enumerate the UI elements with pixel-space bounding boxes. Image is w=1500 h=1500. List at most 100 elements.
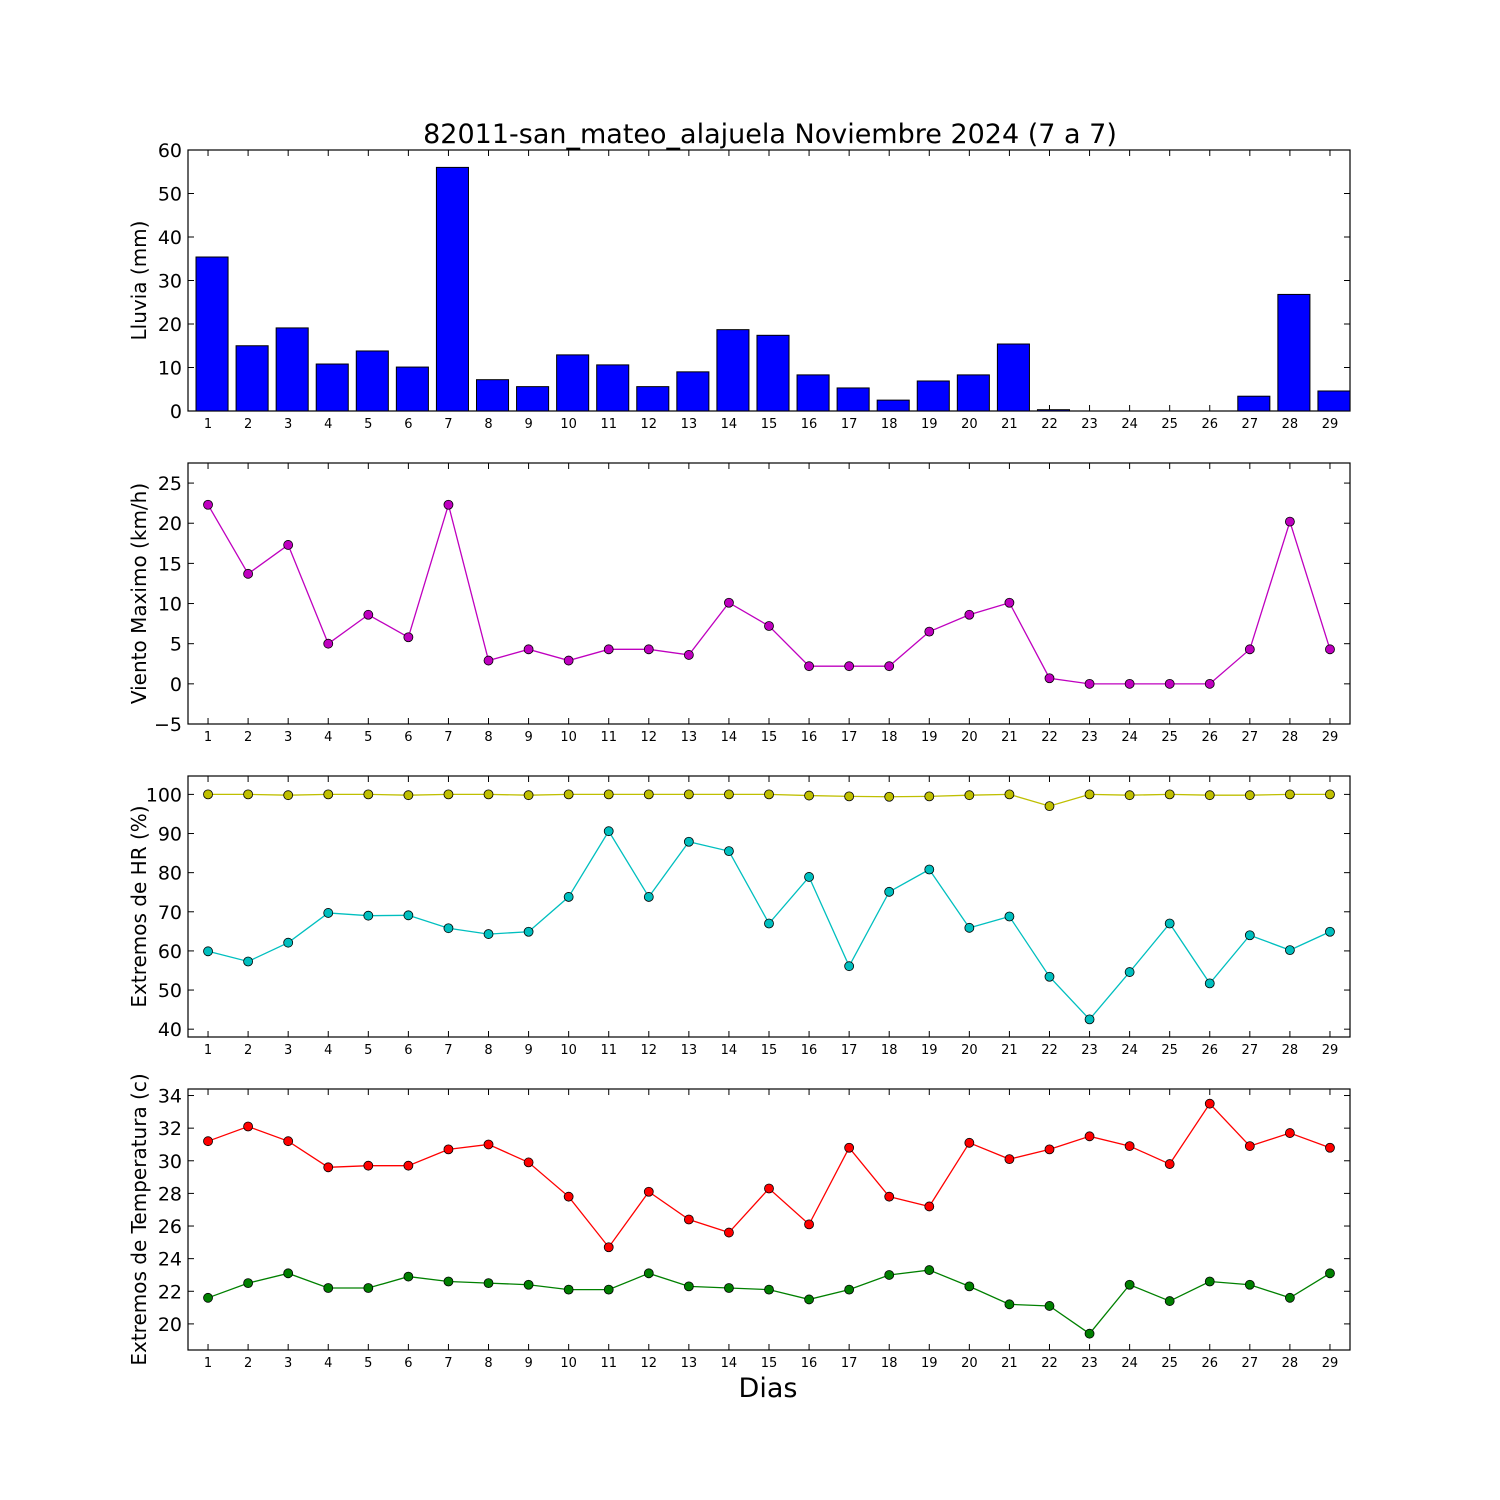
temperature-data-point [683,1281,694,1292]
temperature-xtick-label: 21 [1001,1356,1018,1371]
humidity-xtick-label: 26 [1201,1043,1218,1058]
wind-data-point [844,661,855,672]
humidity-data-point [523,926,534,937]
humidity-xtick-label: 9 [524,1043,532,1058]
temperature-xtick-label: 22 [1041,1356,1058,1371]
temperature-data-point [1164,1296,1175,1306]
wind-xtick-label: 14 [721,730,738,745]
temperature-data-point [523,1279,534,1290]
wind-xtick-label: 24 [1121,730,1138,745]
humidity-xtick-label: 8 [484,1043,492,1058]
humidity-data-point [964,790,975,801]
temperature-ytick-label: 24 [158,1249,182,1271]
wind-data-point [724,597,734,608]
humidity-y-axis-label: Extremos de HR (%) [127,805,151,1007]
temperature-xtick-label: 4 [324,1356,332,1371]
wind-ytick-label: 0 [170,674,182,696]
rain-xtick-label: 3 [284,417,292,432]
rain-bar [876,399,910,412]
rain-ytick-label: 10 [158,358,182,380]
humidity-data-point [403,910,414,921]
temperature-data-point [1124,1141,1135,1151]
temperature-data-point [403,1271,414,1282]
rain-xtick-label: 6 [404,417,412,432]
humidity-data-point [1284,789,1295,800]
rain-ytick-label: 20 [158,314,182,336]
humidity-xtick-label: 23 [1081,1043,1098,1058]
temperature-data-point [1164,1159,1175,1169]
temperature-data-point [203,1136,213,1147]
humidity-ytick-label: 50 [158,980,182,1002]
rain-xtick-label: 2 [244,417,252,432]
humidity-xtick-label: 15 [761,1043,778,1058]
wind-xtick-label: 26 [1201,730,1218,745]
humidity-xtick-label: 12 [641,1043,658,1058]
humidity-data-point [924,791,935,802]
wind-xtick-label: 2 [244,730,252,745]
temperature-data-point [764,1284,774,1295]
temperature-data-point [563,1284,574,1295]
wind-xtick-label: 8 [484,730,492,745]
humidity-data-point [844,791,855,802]
humidity-data-point [1084,789,1095,800]
rain-xtick-label: 10 [560,417,577,432]
humidity-xtick-label: 2 [244,1043,252,1058]
humidity-data-point [363,910,374,921]
rain-bar [1036,409,1071,412]
humidity-xtick-label: 10 [560,1043,577,1058]
wind-data-point [1124,678,1135,689]
wind-data-point [403,632,414,643]
temperature-data-point [323,1283,334,1293]
humidity-data-point [924,864,935,875]
temperature-xtick-label: 23 [1081,1356,1098,1371]
wind-xtick-label: 11 [600,730,617,745]
rain-bar [516,386,550,412]
humidity-data-point [403,790,414,801]
rain-bar [836,387,870,412]
temperature-data-point [443,1144,454,1155]
x-axis-label: Dias [739,1373,798,1404]
humidity-data-point [283,937,294,948]
temperature-xtick-label: 28 [1282,1356,1299,1371]
wind-data-point [363,609,374,620]
rain-xtick-label: 17 [841,417,858,432]
temperature-data-point [804,1294,814,1305]
wind-data-point [1325,644,1335,655]
wind-data-point [764,621,774,631]
wind-xtick-label: 29 [1322,730,1339,745]
wind-data-point [563,655,574,666]
rain-bar [235,345,269,412]
temperature-xtick-label: 1 [204,1356,212,1371]
rain-xtick-label: 5 [364,417,372,432]
rain-ytick-label: 30 [158,271,182,293]
humidity-xtick-label: 16 [801,1043,818,1058]
wind-xtick-label: 1 [204,730,212,745]
temperature-ytick-label: 28 [158,1183,182,1205]
humidity-xtick-label: 17 [841,1043,858,1058]
humidity-data-point [1164,918,1175,929]
rain-bar [1317,390,1351,412]
rain-xtick-label: 16 [801,417,818,432]
wind-data-point [203,499,213,510]
rain-xtick-label: 12 [641,417,658,432]
humidity-data-point [643,789,654,800]
temperature-data-point [1325,1142,1335,1153]
rain-ytick-label: 60 [158,140,182,162]
temperature-data-point [924,1265,935,1275]
humidity-xtick-label: 27 [1242,1043,1259,1058]
wind-xtick-label: 15 [761,730,778,745]
humidity-data-point [1325,789,1335,800]
humidity-xtick-label: 5 [364,1043,372,1058]
temperature-data-point [1325,1268,1335,1279]
rain-xtick-label: 25 [1161,417,1178,432]
temperature-data-point [1124,1279,1135,1290]
humidity-xtick-label: 14 [721,1043,738,1058]
humidity-ytick-label: 90 [158,824,182,846]
rain-xtick-label: 29 [1322,417,1339,432]
humidity-data-point [603,789,614,800]
temperature-ytick-label: 20 [158,1314,182,1336]
wind-ytick-label: 10 [158,594,182,616]
rain-bar [956,374,990,412]
